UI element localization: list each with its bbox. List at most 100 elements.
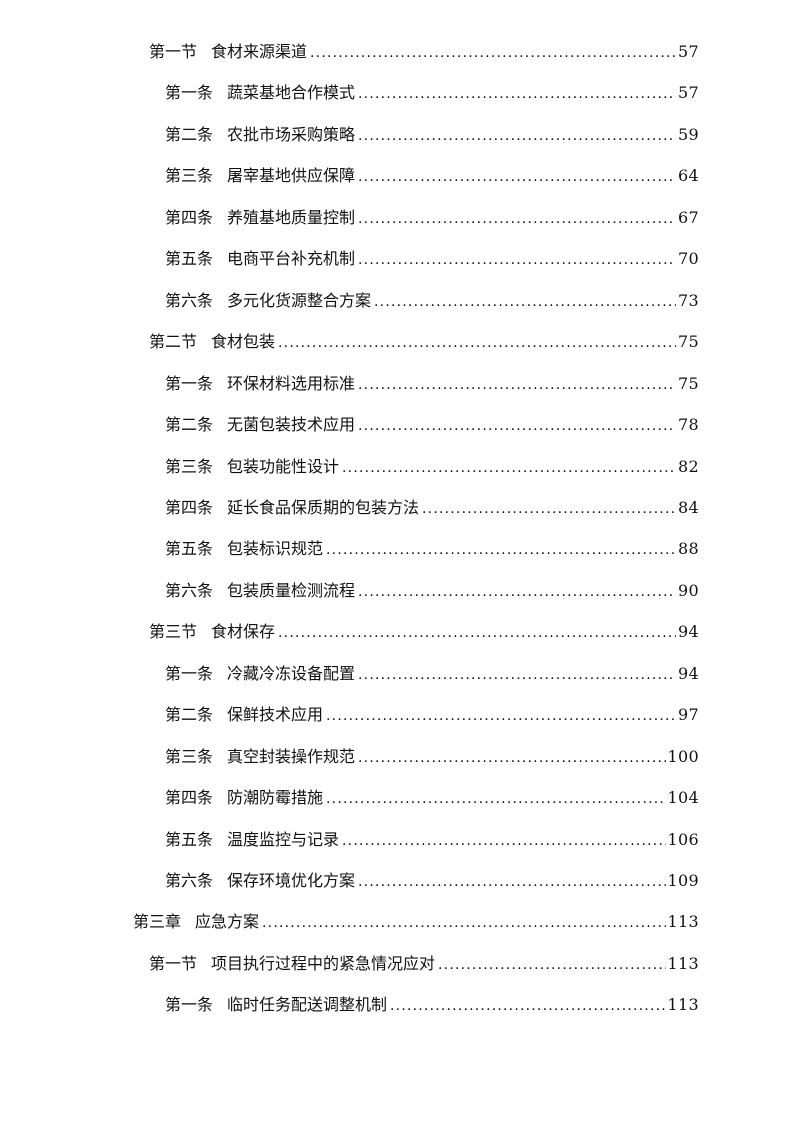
toc-entry-prefix: 第二条 (165, 124, 214, 144)
dot-leader (278, 619, 676, 647)
dot-leader (342, 454, 676, 482)
toc-page-number: 75 (678, 373, 699, 393)
toc-entry-prefix: 第四条 (165, 788, 214, 808)
dot-leader (358, 205, 676, 233)
toc-entry-title: 防潮防霉措施 (227, 788, 324, 808)
toc-entry-title: 真空封装操作规范 (227, 746, 356, 766)
toc-entry-label: 第四条 养殖基地质量控制 (165, 204, 355, 232)
toc-entry-label: 第六条 包装质量检测流程 (165, 577, 355, 605)
dot-leader (310, 39, 676, 67)
toc-entry-prefix: 第三章 (133, 912, 182, 932)
dot-leader (278, 329, 676, 357)
toc-page-number: 57 (678, 42, 699, 61)
toc-page-number: 106 (667, 829, 699, 849)
toc-entry-title: 包装质量检测流程 (227, 580, 356, 600)
toc-entry-label: 第三条 屠宰基地供应保障 (165, 162, 355, 190)
toc-entry-label: 第五条 电商平台补充机制 (165, 245, 355, 273)
toc-entry-label: 第四条 延长食品保质期的包装方法 (165, 494, 419, 522)
toc-entry-title: 延长食品保质期的包装方法 (227, 497, 420, 517)
toc-entry-label: 第二条 无菌包装技术应用 (165, 411, 355, 439)
toc-entry-label: 第五条 包装标识规范 (165, 535, 323, 563)
dot-leader (374, 288, 676, 316)
toc-entry-title: 农批市场采购策略 (227, 124, 356, 144)
toc-entry-label: 第二条 农批市场采购策略 (165, 121, 355, 149)
toc-entry-label: 第三条 包装功能性设计 (165, 453, 339, 481)
toc-page-number: 97 (678, 705, 699, 725)
toc-page-number: 57 (678, 83, 699, 103)
toc-entry-prefix: 第五条 (165, 249, 214, 269)
toc-entry-title: 食材包装 (211, 332, 276, 352)
dot-leader (358, 80, 676, 108)
dot-leader (326, 536, 676, 564)
dot-leader (358, 371, 676, 399)
toc-entry-title: 屠宰基地供应保障 (227, 166, 356, 186)
dot-leader (358, 868, 666, 896)
toc-entry-prefix: 第一条 (165, 83, 214, 103)
toc-entry-title: 蔬菜基地合作模式 (227, 83, 356, 103)
toc-entry-title: 保存环境优化方案 (227, 871, 356, 890)
toc-entry-prefix: 第一节 (149, 42, 198, 61)
dot-leader (358, 661, 676, 689)
toc-entry-prefix: 第五条 (165, 829, 214, 849)
toc-page-number: 70 (678, 249, 699, 269)
dot-leader (342, 827, 666, 855)
dot-leader (422, 495, 676, 523)
toc-entry-label: 第一条 环保材料选用标准 (165, 370, 355, 398)
toc-entry-prefix: 第一条 (165, 373, 214, 393)
dot-leader (438, 951, 666, 979)
dot-leader (326, 785, 666, 813)
dot-leader (262, 909, 666, 937)
toc-entry-prefix: 第五条 (165, 539, 214, 559)
toc-entry-label: 第二条 保鲜技术应用 (165, 701, 323, 729)
dot-leader (358, 578, 676, 606)
toc-entry-prefix: 第二节 (149, 332, 198, 352)
toc-entry-prefix: 第四条 (165, 207, 214, 227)
toc-entry-prefix: 第二条 (165, 415, 214, 435)
toc-entry-title: 保鲜技术应用 (227, 705, 324, 725)
toc-page-number: 73 (678, 290, 699, 310)
toc-entry-label: 第五条 温度监控与记录 (165, 826, 339, 854)
toc-entry-label: 第一节 食材来源渠道 (149, 38, 307, 66)
toc-entry-title: 食材来源渠道 (211, 42, 308, 61)
dot-leader (358, 744, 666, 772)
toc-entry-title: 电商平台补充机制 (227, 249, 356, 269)
toc-entry-prefix: 第二条 (165, 705, 214, 725)
toc-page-number: 113 (667, 912, 699, 932)
toc-page-number: 94 (678, 622, 699, 642)
toc-entry-title: 包装功能性设计 (227, 456, 340, 476)
toc-entry-prefix: 第四条 (165, 497, 214, 517)
toc-page-number: 88 (678, 539, 699, 559)
toc-entry-label: 第六条 保存环境优化方案 (165, 867, 355, 895)
toc-page-number: 84 (678, 497, 699, 517)
toc-page-number: 82 (678, 456, 699, 476)
toc-page-number: 75 (678, 332, 699, 352)
toc-page-number: 94 (678, 663, 699, 683)
toc-entry-title: 多元化货源整合方案 (227, 290, 372, 310)
toc-entry-prefix: 第六条 (165, 580, 214, 600)
dot-leader (358, 412, 676, 440)
